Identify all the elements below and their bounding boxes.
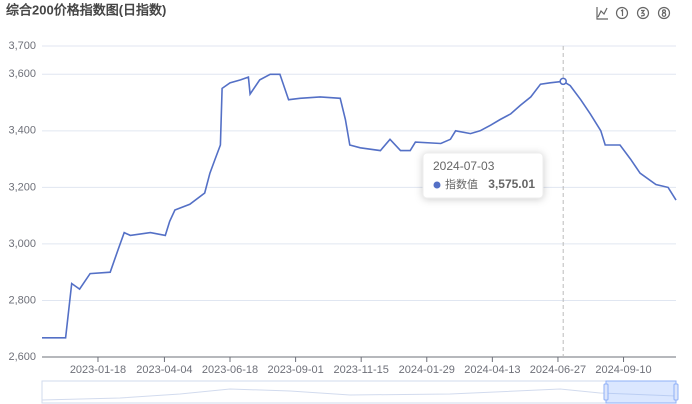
line (42, 73, 677, 339)
y-tick-label: 3,000 (8, 238, 36, 250)
x-tick-label: 2024-06-27 (530, 364, 586, 376)
y-tick-label: 3,700 (8, 40, 36, 52)
y-tick-label: 3,600 (8, 68, 36, 80)
plot (42, 73, 677, 339)
y-tick-label: 3,200 (8, 181, 36, 193)
zoom-handle[interactable] (673, 383, 679, 401)
y-tick-label: 2,600 (8, 351, 36, 363)
toolbox (596, 6, 671, 20)
x-tick-label: 2024-01-29 (399, 364, 455, 376)
tooltip-box (422, 152, 544, 199)
tooltip-value: 3,575.01 (488, 177, 535, 191)
line-icon[interactable] (596, 7, 608, 20)
hover-point (559, 77, 567, 86)
x-tick-label: 2023-06-18 (202, 364, 258, 376)
zoom-window[interactable] (605, 380, 677, 404)
x-tick-label: 2023-11-15 (333, 364, 388, 376)
tooltip: 2024-07-03 指数值 3,575.01 (422, 46, 567, 357)
zoom-preview (41, 388, 677, 401)
grid: 2,600 2,800 3,000 3,200 3,400 3,600 3,700 2023-… (8, 40, 676, 376)
zoom-handle[interactable] (603, 383, 609, 401)
tooltip-marker (433, 181, 441, 189)
chart-title: 综合200价格指数图(日指数) (6, 2, 166, 17)
x-tick-label: 2023-04-04 (136, 364, 192, 376)
x-tick-label: 2024-04-13 (464, 364, 520, 376)
zoom-track (41, 380, 677, 404)
x-tick-label: 2023-01-18 (70, 364, 126, 376)
tool-8[interactable] (657, 6, 671, 20)
tooltip-series-name: 指数值 (445, 177, 478, 191)
tooltip-title: 2024-07-03 (433, 159, 495, 173)
y-tick-label: 2,800 (8, 294, 36, 306)
x-tick-label: 2023-09-01 (267, 364, 323, 376)
data-zoom[interactable] (41, 380, 679, 404)
x-tick-label: 2024-09-10 (595, 364, 651, 376)
tool-1[interactable] (615, 6, 629, 20)
tool-3[interactable] (636, 6, 650, 20)
y-tick-label: 3,400 (8, 125, 36, 137)
